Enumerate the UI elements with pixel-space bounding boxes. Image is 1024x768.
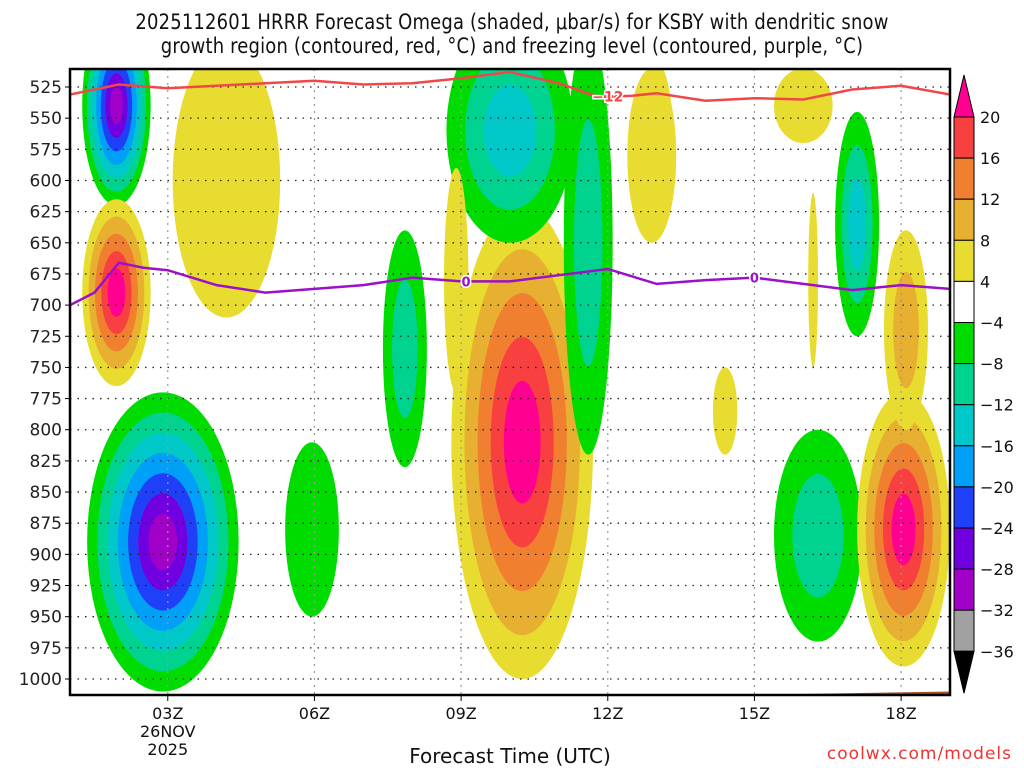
y-tick-label-625: 625 bbox=[30, 203, 62, 223]
colorbar-label-4: 4 bbox=[980, 272, 990, 291]
y-tick-label-750: 750 bbox=[30, 358, 62, 378]
omega-shade-15-1 bbox=[893, 271, 919, 389]
colorbar-label-10: −24 bbox=[980, 519, 1014, 538]
x-tick-label-03Z: 03Z bbox=[152, 704, 183, 723]
contour-label-freezing-0: 0 bbox=[461, 275, 470, 290]
colorbar-box-6 bbox=[953, 363, 975, 406]
terrain bbox=[70, 691, 950, 695]
colorbar-label-5: −4 bbox=[980, 314, 1004, 333]
colorbar-label-2: 12 bbox=[980, 190, 1000, 209]
y-tick-label-650: 650 bbox=[30, 234, 62, 254]
contour-line-0 bbox=[70, 70, 950, 102]
colorbar-box-8 bbox=[953, 445, 975, 488]
y-tick-label-850: 850 bbox=[30, 483, 62, 503]
x-tick-label-06Z: 06Z bbox=[299, 704, 330, 723]
x-tick-label-09Z: 09Z bbox=[445, 704, 476, 723]
colorbar-box-5 bbox=[953, 322, 975, 365]
y-tick-label-550: 550 bbox=[30, 109, 62, 129]
credit-link[interactable]: coolwx.com/models bbox=[826, 744, 1012, 764]
omega-shade-11-1 bbox=[792, 473, 844, 598]
chart-title-line-2: growth region (contoured, red, °C) and f… bbox=[160, 34, 864, 58]
omega-shade-2-4 bbox=[107, 268, 126, 317]
colorbar-bottom-triangle bbox=[953, 650, 975, 694]
colorbar-top-triangle bbox=[953, 74, 975, 118]
omega-shade-1-6 bbox=[109, 86, 123, 125]
colorbar-box-3 bbox=[953, 239, 975, 282]
colorbar-label-7: −12 bbox=[980, 396, 1014, 415]
colorbar-box-1 bbox=[953, 157, 975, 200]
colorbar-label-13: −36 bbox=[980, 642, 1014, 661]
y-tick-label-575: 575 bbox=[30, 140, 62, 160]
x-tick-label-12Z: 12Z bbox=[592, 704, 623, 723]
omega-shade-0-6 bbox=[148, 513, 178, 571]
y-tick-label-875: 875 bbox=[30, 514, 62, 534]
colorbar-label-11: −28 bbox=[980, 560, 1014, 579]
omega-shade-14-4 bbox=[891, 493, 916, 565]
x-axis-label: Forecast Time (UTC) bbox=[409, 744, 611, 768]
x-tick-label-18Z: 18Z bbox=[885, 704, 916, 723]
colorbar-label-3: 8 bbox=[980, 231, 990, 250]
y-tick-label-825: 825 bbox=[30, 452, 62, 472]
y-tick-label-975: 975 bbox=[30, 639, 62, 659]
y-tick-label-925: 925 bbox=[30, 577, 62, 597]
colorbar-box-9 bbox=[953, 486, 975, 529]
colorbar-label-6: −8 bbox=[980, 355, 1004, 374]
colorbar-box-2 bbox=[953, 198, 975, 241]
colorbar-label-1: 16 bbox=[980, 149, 1000, 168]
colorbar-box-4 bbox=[953, 280, 975, 323]
y-tick-label-600: 600 bbox=[30, 171, 62, 191]
omega-shade-16-0 bbox=[627, 69, 677, 243]
y-tick-label-900: 900 bbox=[30, 545, 62, 565]
contour-label-freezing-1: 0 bbox=[750, 272, 759, 287]
omega-shade-18-0 bbox=[774, 69, 833, 144]
colorbar-box-0 bbox=[953, 116, 975, 159]
y-tick-label-675: 675 bbox=[30, 265, 62, 285]
y-tick-label-1000: 1000 bbox=[19, 670, 62, 690]
x-tick-label-15Z: 15Z bbox=[739, 704, 770, 723]
colorbar-box-7 bbox=[953, 404, 975, 447]
colorbar-label-8: −16 bbox=[980, 437, 1014, 456]
omega-shading bbox=[70, 69, 950, 695]
y-axis: 525 550 575 600 625 650 675 700 725 750 775 800 825 8… bbox=[19, 78, 70, 690]
omega-shade-3-0 bbox=[172, 69, 281, 318]
y-tick-label-800: 800 bbox=[30, 421, 62, 441]
omega-shade-10-0 bbox=[712, 367, 738, 455]
omega-shade-5-1 bbox=[392, 279, 418, 418]
y-tick-label-775: 775 bbox=[30, 390, 62, 410]
y-tick-label-725: 725 bbox=[30, 327, 62, 347]
chart-title-line-1: 2025112601 HRRR Forecast Omega (shaded, … bbox=[135, 10, 889, 34]
colorbar-label-0: 20 bbox=[980, 108, 1000, 127]
y-tick-label-700: 700 bbox=[30, 296, 62, 316]
omega-shade-7-2 bbox=[483, 84, 537, 177]
omega-shade-6-4 bbox=[503, 380, 541, 504]
colorbar-box-10 bbox=[953, 527, 975, 570]
colorbar: 20 16 12 8 4 −4 −8 −12 −16 −20 −24 −28 −32 −36 bbox=[953, 74, 1014, 694]
contours: −12 0 0 bbox=[70, 70, 950, 307]
y-tick-label-525: 525 bbox=[30, 78, 62, 98]
x-tick-sublabel-1: 2025 bbox=[147, 740, 188, 759]
y-tick-label-950: 950 bbox=[30, 608, 62, 628]
colorbar-box-11 bbox=[953, 568, 975, 611]
colorbar-box-12 bbox=[953, 609, 975, 652]
plot-frame bbox=[68, 67, 952, 697]
omega-shade-13-0 bbox=[808, 192, 818, 368]
omega-shade-12-2 bbox=[848, 177, 867, 271]
contour-line-1 bbox=[70, 261, 950, 307]
x-tick-sublabel-0: 26NOV bbox=[140, 722, 196, 741]
colorbar-label-9: −20 bbox=[980, 478, 1014, 497]
contour-label-dgz: −12 bbox=[592, 90, 623, 106]
colorbar-label-12: −32 bbox=[980, 601, 1014, 620]
omega-shade-4-0 bbox=[285, 442, 339, 617]
